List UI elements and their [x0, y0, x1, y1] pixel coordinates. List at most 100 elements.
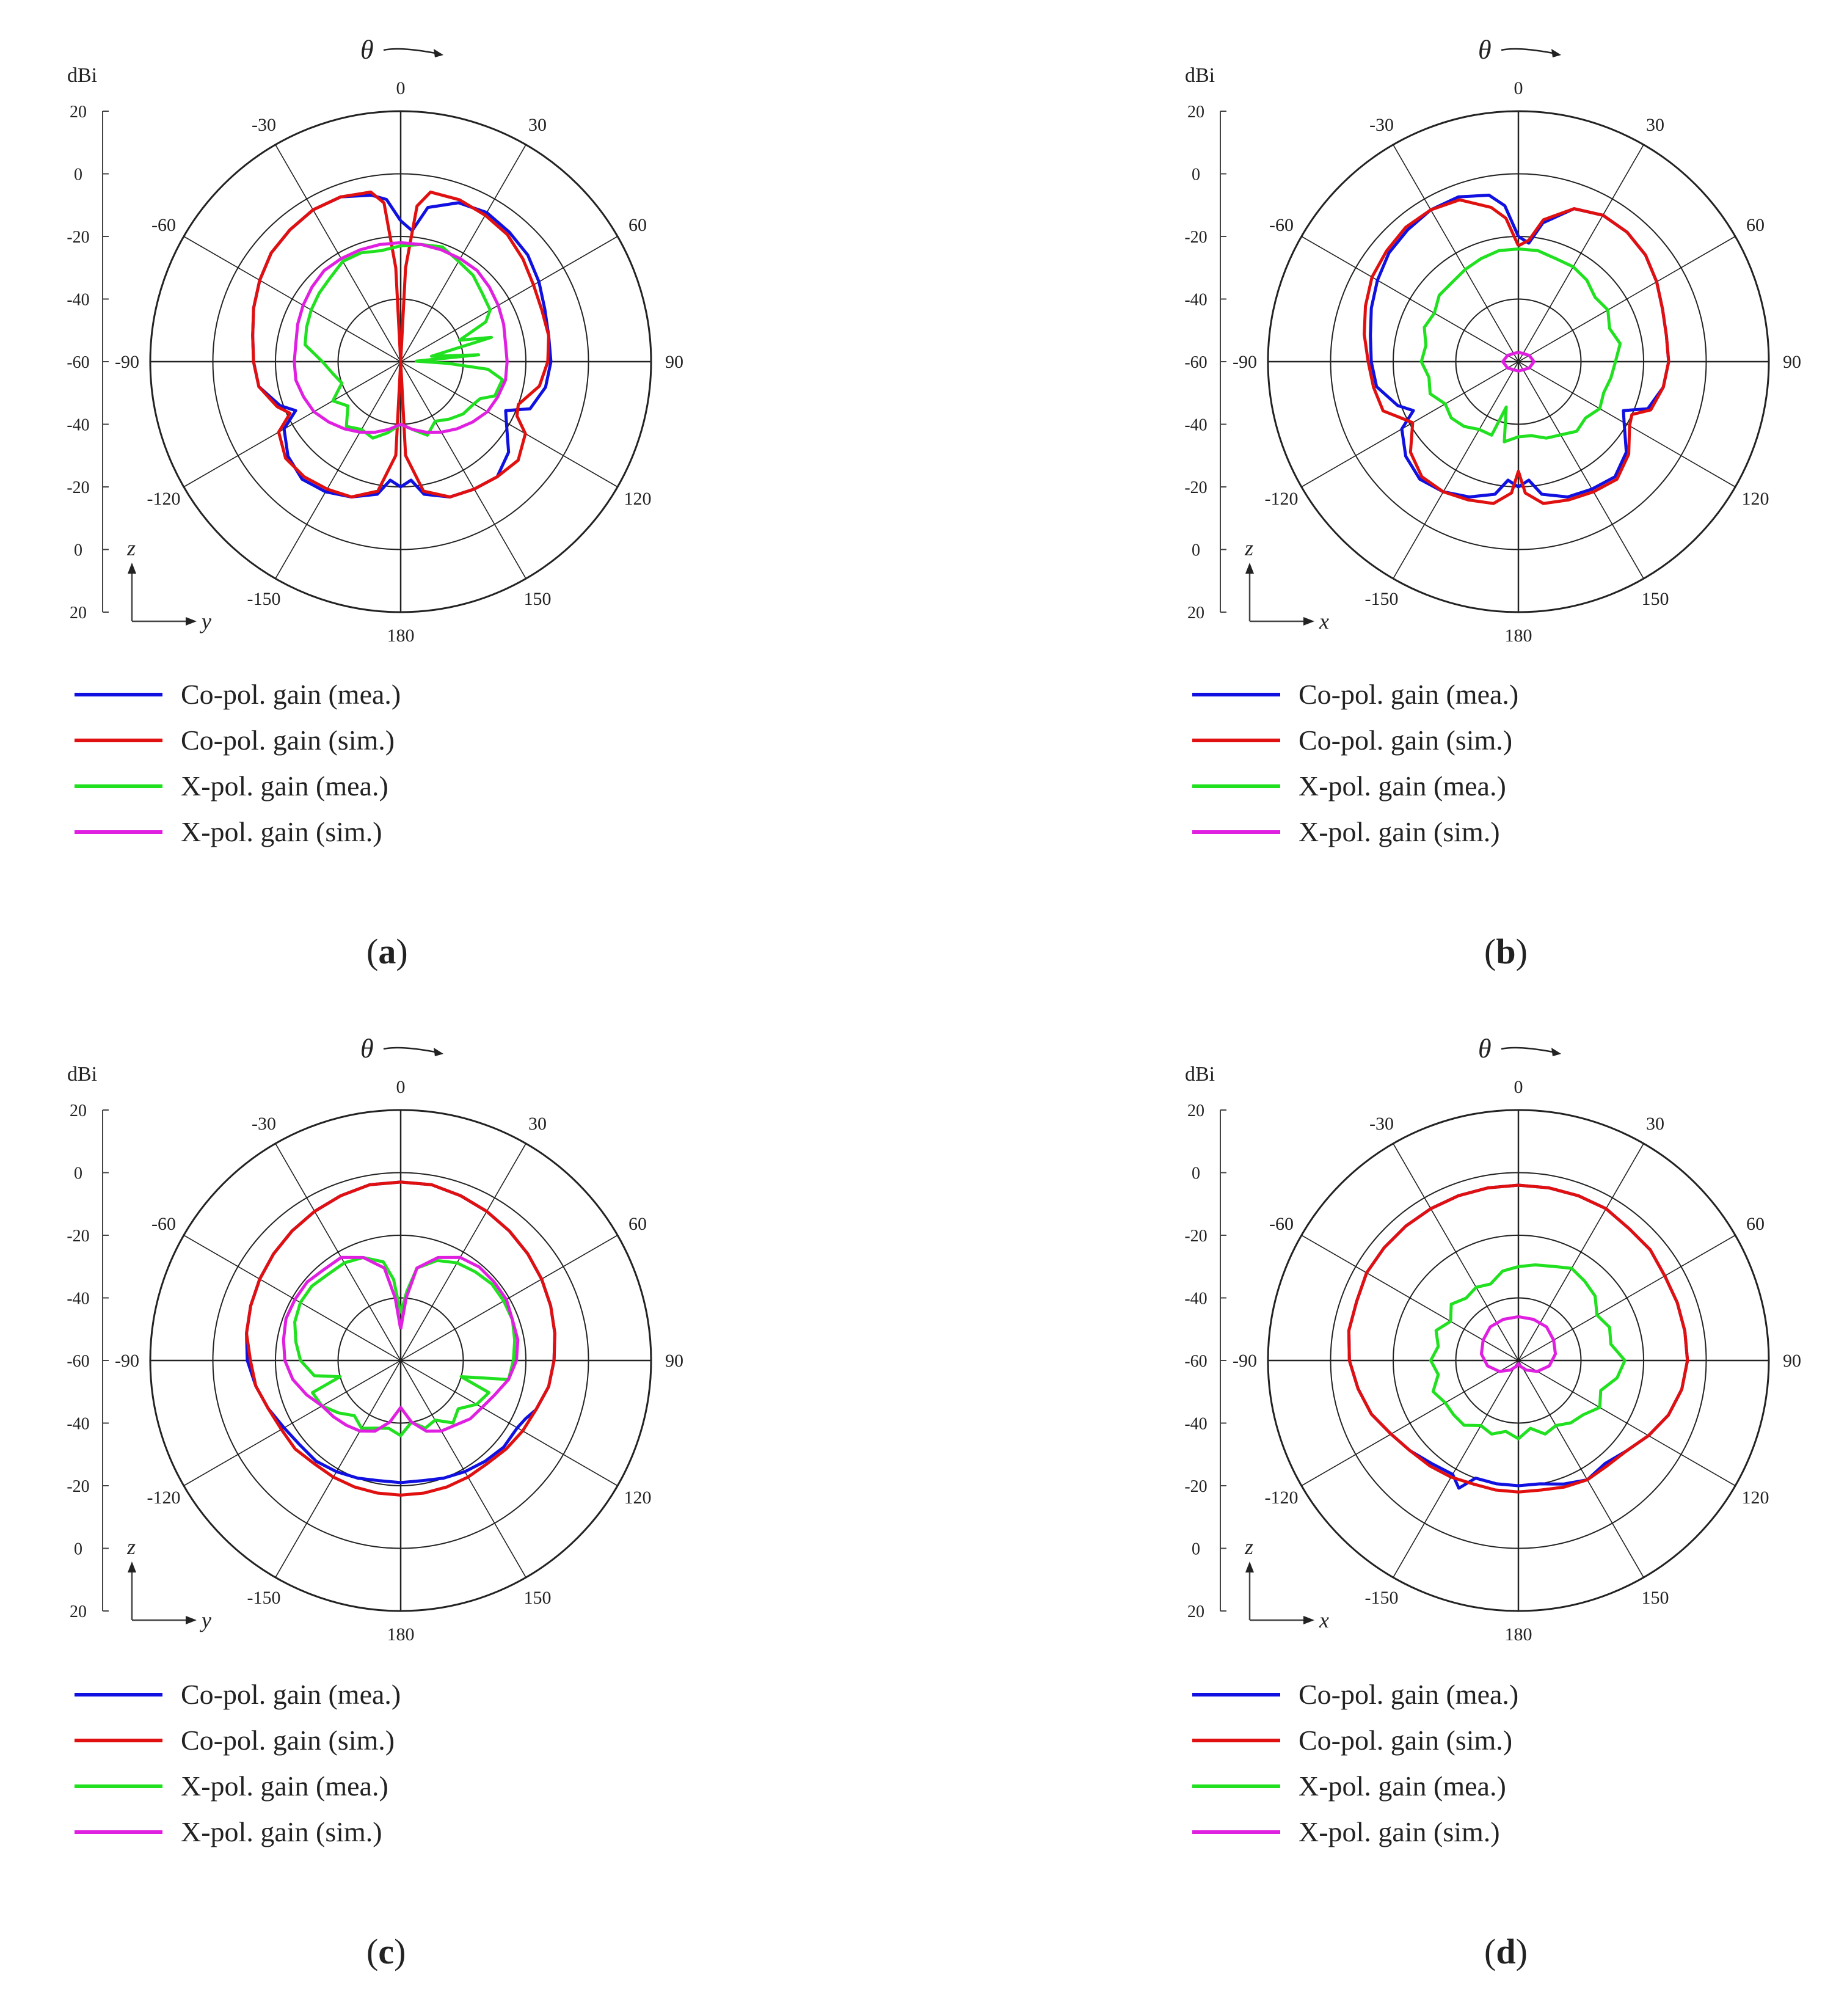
legend-label: X-pol. gain (mea.) [181, 770, 388, 802]
legend-label: Co-pol. gain (mea.) [1299, 679, 1518, 710]
series-line-3 [1429, 1263, 1627, 1441]
legend-label: Co-pol. gain (sim.) [1299, 1725, 1512, 1756]
radial-tick-label: -60 [1184, 1352, 1207, 1371]
series-line-2 [251, 190, 550, 499]
angle-label: -150 [247, 1588, 281, 1608]
series-line-1 [1369, 194, 1670, 499]
coord-up-arrowhead-icon [128, 563, 136, 574]
caption-letter: d [1496, 1932, 1515, 1971]
radial-tick-label: -60 [67, 353, 89, 372]
angle-label: -30 [1369, 115, 1394, 135]
radial-tick-label: 0 [1192, 1164, 1200, 1183]
radial-tick-label: 0 [1192, 166, 1200, 184]
radial-tick-label: 0 [1192, 541, 1200, 560]
grid-spoke [275, 1143, 526, 1578]
polar-panel-c: 0 30 60 90 120 150 180 -150 -120 -90 -60 -30 20 0 -20 -… [67, 1034, 683, 1971]
coord-right-arrowhead-icon [186, 1616, 197, 1624]
radial-tick-label: 20 [1187, 604, 1204, 623]
caption-letter: c [378, 1932, 394, 1971]
angle-label: 0 [1514, 78, 1523, 98]
unit-label: dBi [67, 64, 97, 87]
theta-arrowhead-icon [434, 1048, 443, 1056]
radial-tick-label: 20 [70, 1602, 87, 1621]
legend-label: Co-pol. gain (mea.) [181, 679, 401, 710]
radial-tick-label: -40 [67, 291, 89, 310]
axis-right-label: x [1319, 609, 1329, 634]
coord-up-arrowhead-icon [1245, 1561, 1254, 1572]
legend-label: X-pol. gain (sim.) [1299, 1816, 1500, 1847]
legend-label: X-pol. gain (sim.) [181, 1816, 382, 1847]
radial-tick-label: -20 [67, 1477, 89, 1496]
theta-label: θ [360, 1034, 374, 1064]
radial-tick-label: -40 [1184, 1415, 1207, 1434]
series-line-4 [1501, 351, 1536, 373]
angle-label: 180 [1505, 626, 1532, 646]
radial-tick-label: 0 [74, 166, 82, 184]
caption-letter: a [378, 932, 396, 971]
radial-tick-label: 0 [74, 1164, 82, 1183]
theta-arrow-icon [383, 48, 439, 55]
axis-up-label: z [1244, 1535, 1253, 1559]
angle-label: 30 [528, 1114, 547, 1134]
legend-label: Co-pol. gain (sim.) [181, 725, 395, 756]
angle-label: -30 [252, 115, 276, 135]
series-line-3 [293, 1255, 517, 1437]
angle-label: -150 [1365, 589, 1399, 609]
angle-label: 90 [1783, 352, 1801, 372]
angle-label: 120 [624, 1488, 651, 1508]
radial-tick-label: -60 [67, 1352, 89, 1371]
legend-label: X-pol. gain (sim.) [181, 816, 382, 847]
radial-tick-label: -40 [1184, 416, 1207, 435]
radial-tick-label: 20 [70, 1101, 87, 1120]
radial-tick-label: -20 [67, 478, 89, 497]
radial-tick-label: 20 [1187, 1602, 1204, 1621]
angle-label: -60 [151, 215, 176, 235]
legend-label: Co-pol. gain (mea.) [181, 1679, 401, 1710]
axis-up-label: z [1244, 536, 1253, 560]
series-line-4 [1479, 1315, 1557, 1373]
angle-label: -150 [247, 589, 281, 609]
theta-arrowhead-icon [1551, 49, 1561, 57]
axis-up-label: z [126, 536, 136, 560]
panel-caption: (b) [1484, 932, 1528, 971]
theta-arrowhead-icon [1551, 1048, 1561, 1056]
angle-label: 0 [396, 1077, 406, 1097]
series-line-4 [293, 241, 509, 434]
radial-tick-label: -40 [67, 416, 89, 435]
radial-tick-label: -20 [67, 228, 89, 247]
caption-letter: b [1496, 932, 1515, 971]
theta-label: θ [1478, 35, 1492, 65]
radial-tick-label: -40 [1184, 291, 1207, 310]
angle-label: 30 [1646, 1114, 1664, 1134]
radial-tick-label: -20 [1184, 1477, 1207, 1496]
series-line-3 [1419, 247, 1622, 444]
theta-label: θ [1478, 1034, 1492, 1064]
radial-tick-label: -40 [67, 1415, 89, 1434]
radial-tick-label: 20 [1187, 103, 1204, 122]
angle-label: 30 [528, 115, 547, 135]
grid-spoke [1393, 1143, 1644, 1578]
coord-up-arrowhead-icon [128, 1561, 136, 1572]
angle-label: -30 [1369, 1114, 1394, 1134]
angle-label: 150 [524, 589, 552, 609]
angle-label: -150 [1365, 1588, 1399, 1608]
radial-tick-label: 20 [1187, 1101, 1204, 1120]
radial-tick-label: -40 [67, 1290, 89, 1309]
angle-label: 150 [1642, 1588, 1669, 1608]
legend-label: X-pol. gain (mea.) [181, 1770, 388, 1802]
coord-right-arrowhead-icon [1303, 1616, 1314, 1624]
angle-label: 30 [1646, 115, 1664, 135]
angle-label: 150 [1642, 589, 1669, 609]
angle-label: -90 [1233, 1351, 1257, 1371]
axis-right-label: x [1319, 1608, 1329, 1632]
theta-arrow-icon [1501, 48, 1557, 55]
radial-tick-label: 0 [1192, 1540, 1200, 1559]
angle-label: -120 [1265, 489, 1299, 509]
angle-label: -90 [1233, 352, 1257, 372]
coord-up-arrowhead-icon [1245, 563, 1254, 574]
axis-right-label: y [200, 609, 211, 634]
panel-caption: (a) [366, 932, 408, 971]
legend-label: Co-pol. gain (mea.) [1299, 1679, 1518, 1710]
angle-label: 180 [387, 626, 415, 646]
